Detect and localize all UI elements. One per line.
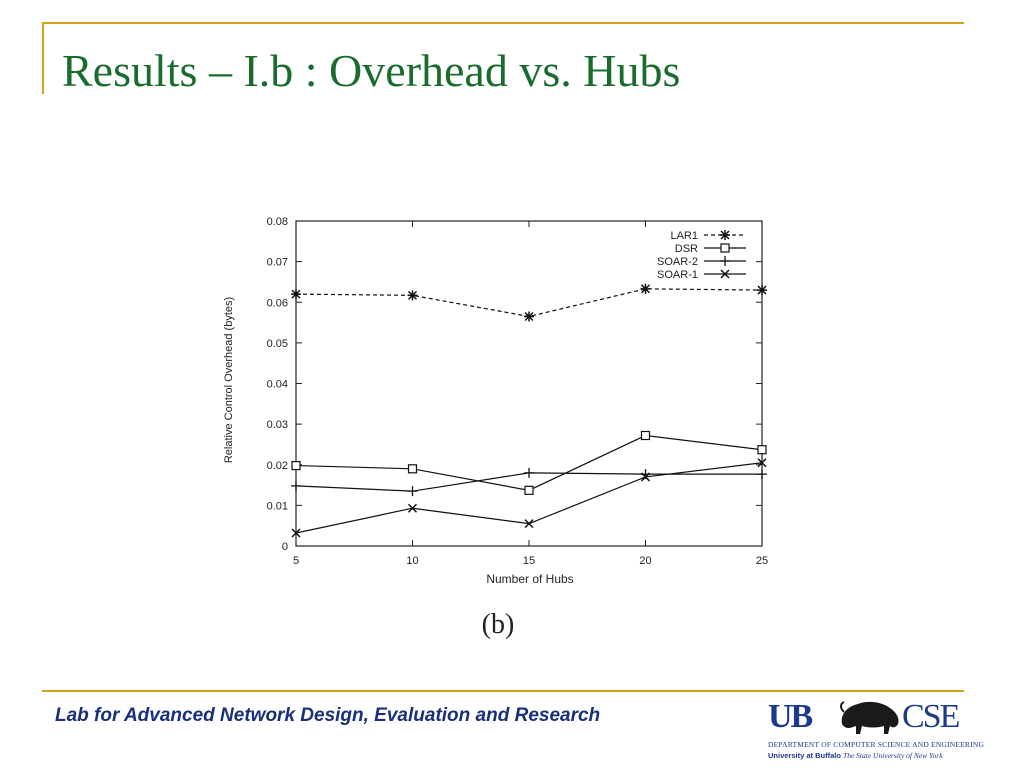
data-point-dsr — [407, 464, 418, 474]
data-point-lar1 — [524, 311, 534, 322]
data-point-lar1 — [640, 283, 651, 294]
data-point-soar-2 — [524, 467, 534, 478]
legend-marker-soar-2 — [720, 256, 730, 266]
cse-logo-mark: CSE — [902, 698, 960, 735]
y-tick-label: 0.05 — [267, 338, 288, 350]
y-tick-label: 0.08 — [267, 216, 288, 228]
data-point-dsr — [524, 485, 534, 495]
x-tick-label: 5 — [293, 555, 299, 567]
data-point-soar-2 — [407, 486, 418, 497]
x-tick-label: 20 — [639, 555, 651, 567]
legend-marker-dsr — [720, 243, 730, 253]
y-tick-label: 0.01 — [267, 500, 288, 512]
legend-label-lar1: LAR1 — [670, 230, 698, 242]
data-point-lar1 — [407, 290, 418, 301]
data-point-soar-1 — [757, 458, 767, 468]
chart-axes: 0 0.01 0.02 0.03 0.04 0.05 0.06 0.07 0.08 5 10 15 20… — [267, 216, 769, 567]
data-point-lar1 — [757, 285, 767, 296]
legend-marker-soar-1 — [720, 269, 730, 279]
left-accent-rule — [42, 22, 44, 94]
bottom-accent-rule — [42, 690, 964, 692]
buffalo-icon — [840, 701, 899, 734]
legend-label-soar-1: SOAR-1 — [657, 269, 698, 281]
footer-lab-name: Lab for Advanced Network Design, Evaluat… — [55, 705, 601, 726]
y-tick-label: 0.07 — [267, 257, 288, 269]
series-dsr — [291, 430, 767, 495]
chart-container: 0 0.01 0.02 0.03 0.04 0.05 0.06 0.07 0.08 5 10 15 20… — [210, 205, 790, 645]
legend-label-dsr: DSR — [675, 243, 698, 255]
ub-cse-logo: UB CSE DEPARTMENT OF COMPUTER SCIENCE AN… — [768, 696, 984, 762]
line-chart: 0 0.01 0.02 0.03 0.04 0.05 0.06 0.07 0.08 5 10 15 20… — [223, 216, 769, 640]
data-point-soar-2 — [291, 480, 301, 491]
legend-label-soar-2: SOAR-2 — [657, 256, 698, 268]
data-point-lar1 — [291, 289, 301, 300]
chart-series — [291, 283, 767, 538]
y-tick-label: 0.02 — [267, 460, 288, 472]
data-point-soar-1 — [640, 472, 651, 482]
data-point-soar-1 — [291, 528, 301, 538]
data-point-dsr — [640, 430, 651, 441]
data-point-soar-1 — [407, 503, 418, 513]
department-name: DEPARTMENT OF COMPUTER SCIENCE AND ENGIN… — [768, 740, 985, 749]
series-soar-1 — [291, 458, 767, 538]
y-tick-label: 0 — [282, 541, 288, 553]
slide-title: Results – I.b : Overhead vs. Hubs — [62, 45, 681, 96]
ub-logo-mark: UB — [768, 698, 813, 735]
chart-caption: (b) — [482, 609, 515, 640]
y-tick-label: 0.03 — [267, 419, 288, 431]
series-lar1 — [291, 283, 767, 322]
legend-marker-lar1 — [720, 230, 730, 240]
x-tick-label: 10 — [406, 555, 418, 567]
university-name: University at Buffalo The State Universi… — [768, 751, 943, 760]
x-axis-label: Number of Hubs — [486, 572, 573, 586]
series-line-dsr — [295, 434, 763, 491]
y-tick-label: 0.06 — [267, 297, 288, 309]
data-point-dsr — [757, 445, 767, 455]
x-tick-label: 15 — [523, 555, 535, 567]
data-point-dsr — [291, 460, 301, 471]
x-tick-label: 25 — [756, 555, 768, 567]
data-point-soar-2 — [757, 469, 767, 480]
data-point-soar-1 — [524, 519, 534, 529]
y-tick-label: 0.04 — [267, 379, 288, 391]
top-accent-rule — [42, 22, 964, 24]
y-axis-label: Relative Control Overhead (bytes) — [223, 297, 235, 463]
